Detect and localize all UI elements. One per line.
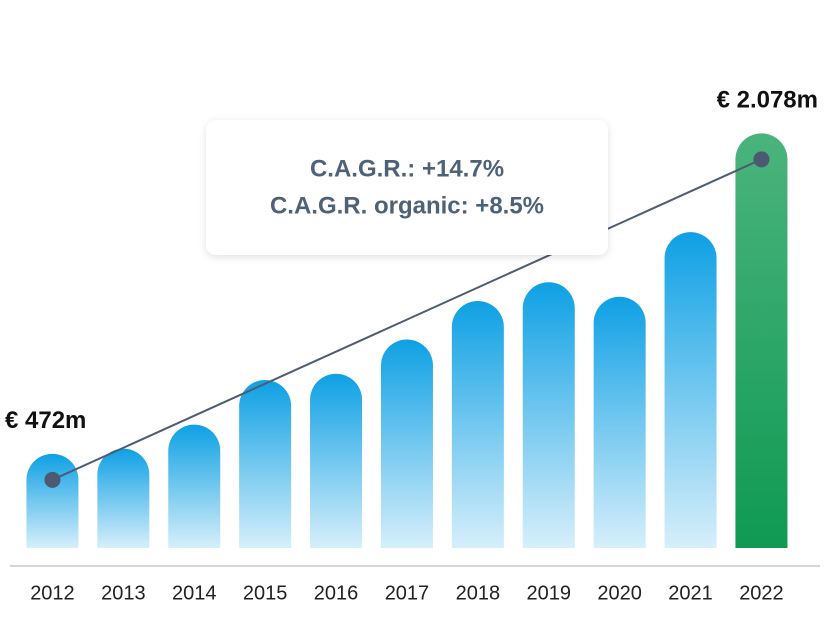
trend-dot — [44, 471, 61, 488]
x-tick-label: 2020 — [597, 582, 642, 604]
bar — [735, 133, 788, 548]
labels: 2012 € 472m 2013 2014 2015 2016 2017 2018 2019 20… — [5, 87, 818, 605]
cagr-organic: C.A.G.R. organic: +8.5% — [270, 192, 544, 219]
x-tick-label: 2017 — [385, 582, 430, 604]
bar — [310, 373, 363, 548]
x-tick-label: 2019 — [527, 582, 572, 604]
x-tick-label: 2021 — [668, 582, 713, 604]
bar — [97, 448, 150, 548]
cagr: C.A.G.R.: +14.7% — [310, 155, 504, 182]
x-tick-label: 2013 — [101, 582, 146, 604]
bars — [26, 133, 788, 548]
bar — [664, 232, 717, 548]
x-tick-label: 2018 — [456, 582, 501, 604]
bar — [26, 453, 79, 548]
bar — [380, 339, 433, 548]
x-tick-label: 2016 — [314, 582, 359, 604]
value-label: € 472m — [5, 407, 86, 434]
trend — [52, 158, 762, 481]
trend-line — [52, 158, 762, 481]
x-tick-label: 2012 — [30, 582, 75, 604]
bar — [593, 296, 646, 548]
x-tick-label: 2015 — [243, 582, 288, 604]
bar — [168, 424, 221, 548]
bar — [522, 282, 575, 548]
bar — [451, 300, 504, 548]
value-label: € 2.078m — [717, 87, 818, 114]
annotation-box — [206, 120, 608, 255]
x-tick-label: 2014 — [172, 582, 217, 604]
x-tick-label: 2022 — [739, 582, 784, 604]
trend-dot — [753, 151, 770, 168]
bar — [239, 379, 292, 548]
